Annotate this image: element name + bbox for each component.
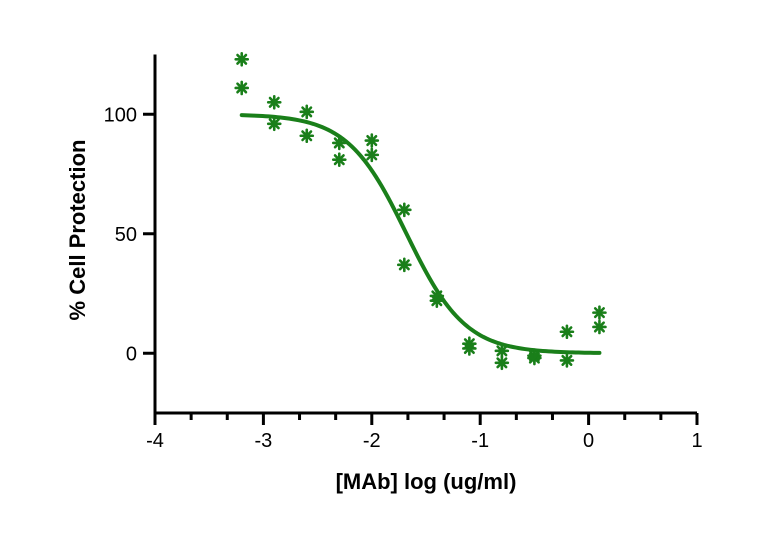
plot-area: -4 -3 -2 -1 0 1 0 50 100 (104, 51, 703, 452)
y-tick-label: 0 (126, 343, 137, 365)
data-point (429, 293, 445, 308)
data-point (364, 147, 380, 163)
data-point (592, 319, 607, 335)
data-point (592, 305, 607, 320)
data-point (494, 355, 510, 371)
data-point (364, 133, 380, 148)
x-tick-label: -1 (471, 430, 489, 452)
data-point (397, 202, 412, 218)
data-point (234, 51, 250, 67)
y-axis-title: % Cell Protection (65, 140, 90, 321)
data-point (266, 116, 282, 132)
x-tick-label: 0 (583, 430, 594, 452)
data-point (559, 353, 575, 368)
data-point (331, 135, 347, 151)
x-tick-label: 1 (691, 430, 702, 452)
data-point (462, 341, 477, 356)
data-point (331, 152, 347, 167)
data-point (299, 128, 315, 144)
fit-curve (239, 113, 602, 355)
x-tick-label: -2 (363, 430, 381, 452)
x-tick-label: -4 (146, 430, 164, 452)
data-point (266, 95, 282, 110)
data-point (494, 343, 510, 359)
data-point (397, 257, 412, 273)
data-point (527, 350, 542, 366)
x-tick-label: -3 (255, 430, 273, 452)
data-point (299, 104, 315, 120)
x-axis-title: [MAb] log (ug/ml) (336, 469, 517, 494)
y-tick-label: 100 (104, 104, 137, 126)
data-point (559, 324, 575, 340)
data-point (234, 80, 250, 96)
y-tick-label: 50 (115, 224, 137, 246)
